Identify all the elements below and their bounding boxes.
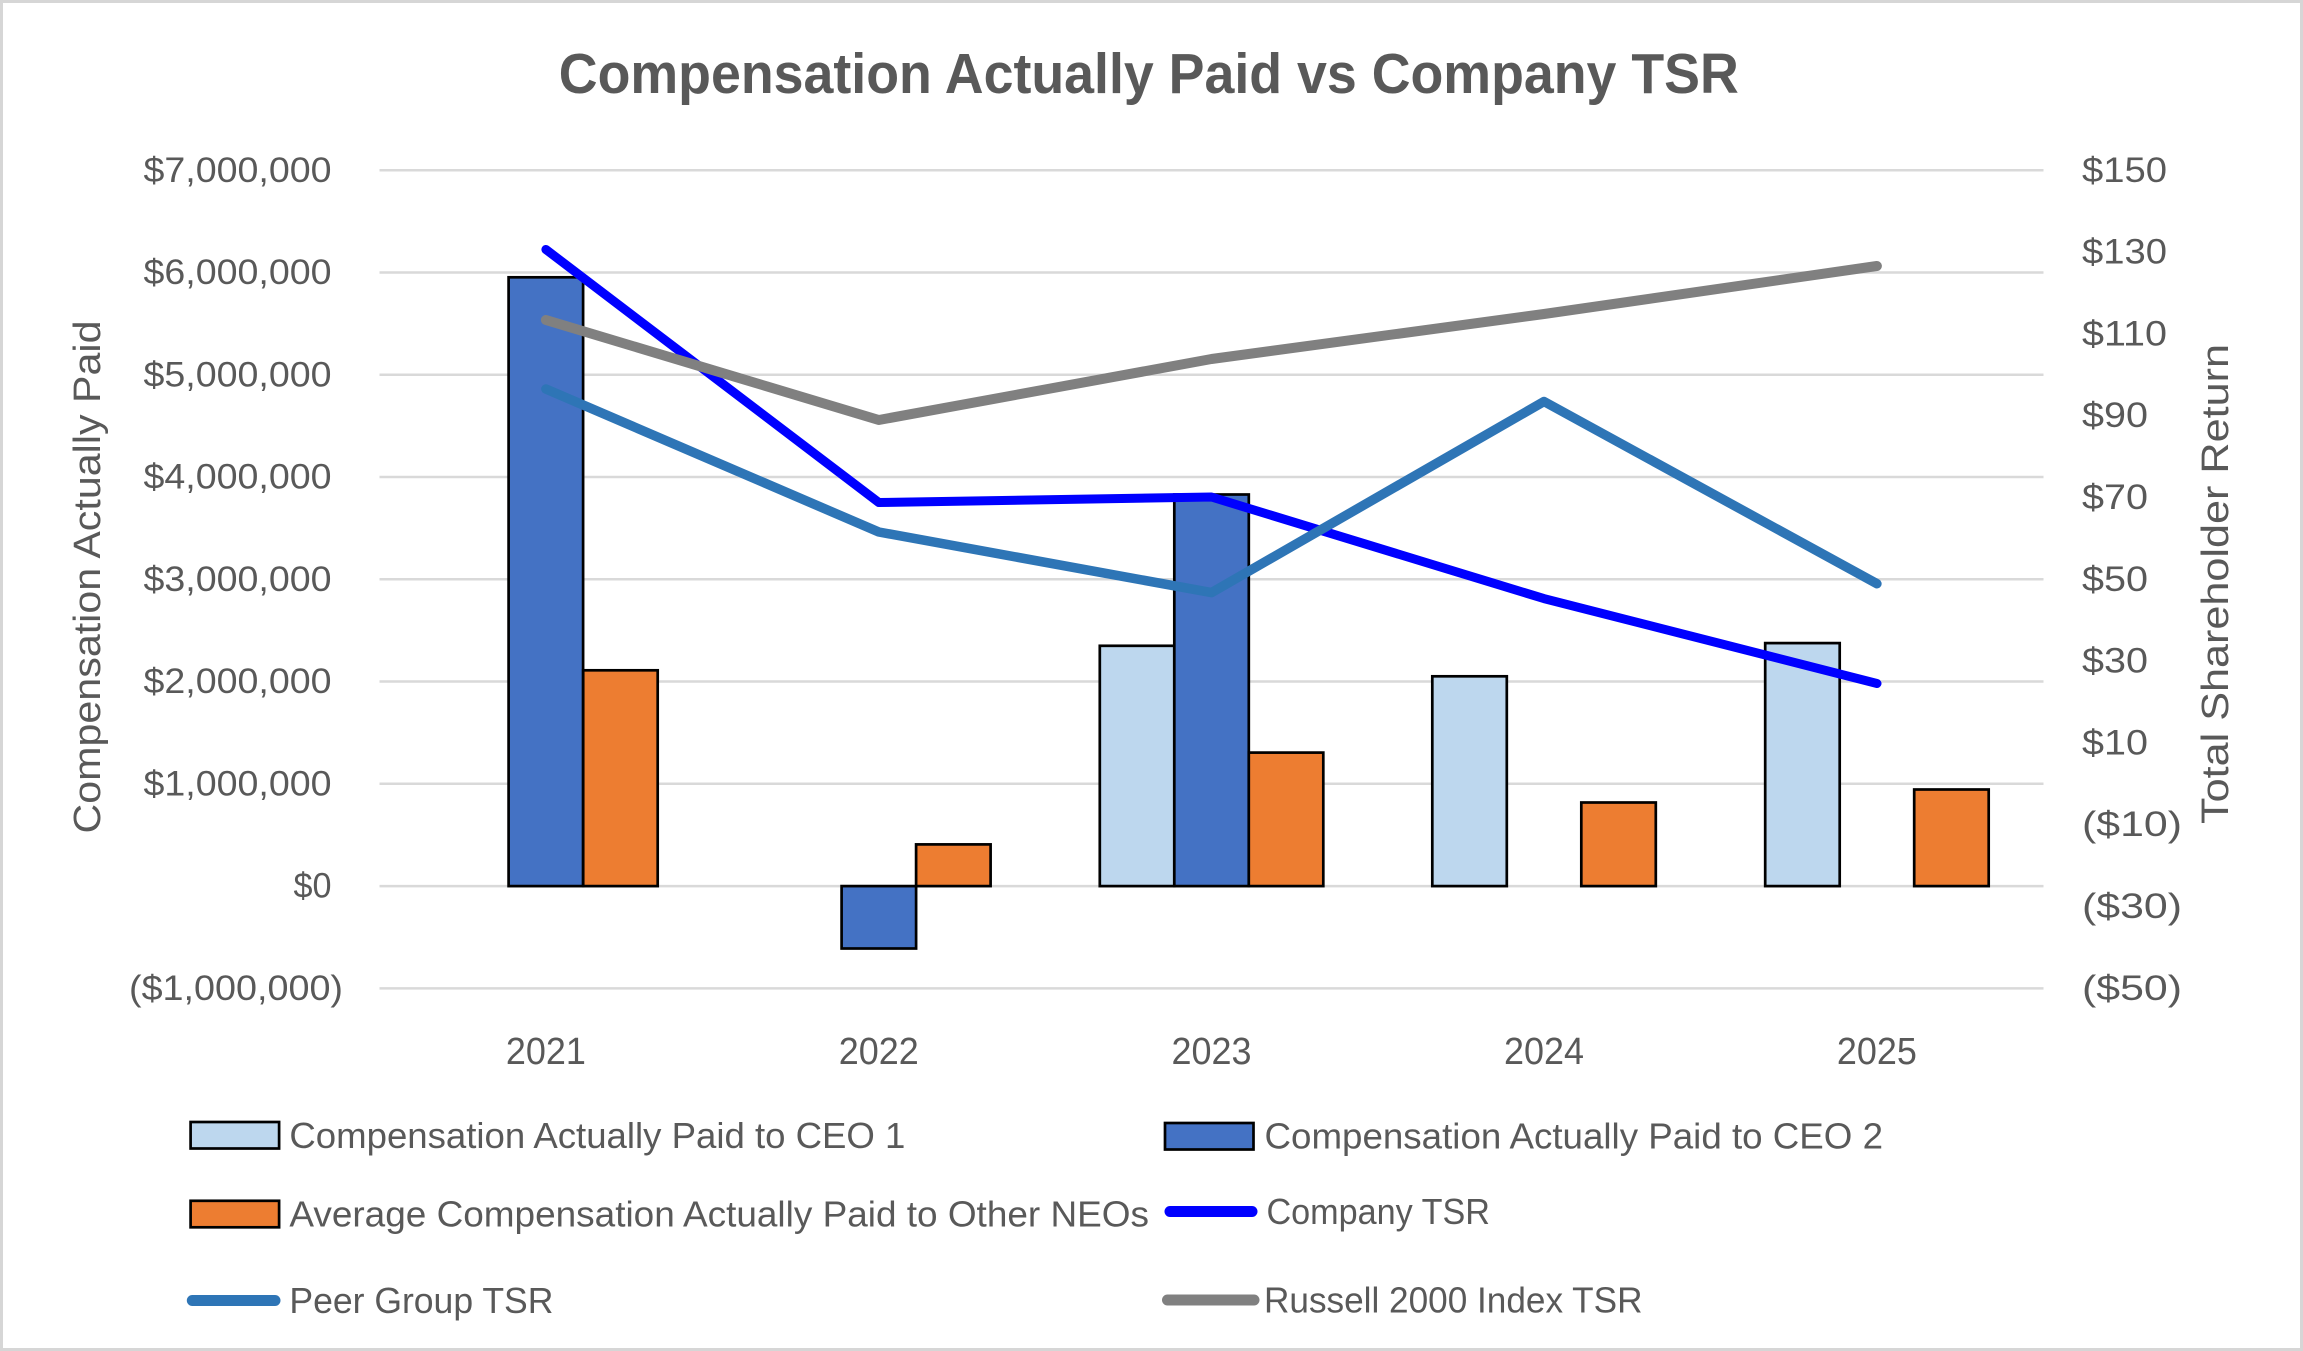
svg-text:Compensation Actually Paid to: Compensation Actually Paid to CEO 1 bbox=[289, 1115, 905, 1156]
svg-text:Russell 2000 Index TSR: Russell 2000 Index TSR bbox=[1264, 1280, 1643, 1321]
svg-text:($1,000,000): ($1,000,000) bbox=[129, 969, 343, 1008]
svg-text:$130: $130 bbox=[2082, 233, 2167, 272]
svg-text:2021: 2021 bbox=[506, 1031, 586, 1073]
svg-text:($50): ($50) bbox=[2082, 969, 2182, 1008]
svg-text:Average Compensation Actually: Average Compensation Actually Paid to Ot… bbox=[289, 1194, 1149, 1235]
svg-text:$30: $30 bbox=[2082, 642, 2148, 681]
svg-text:2025: 2025 bbox=[1837, 1031, 1917, 1073]
svg-text:$110: $110 bbox=[2082, 314, 2167, 353]
svg-text:($10): ($10) bbox=[2082, 805, 2182, 844]
svg-text:Compensation Actually Paid: Compensation Actually Paid bbox=[67, 321, 109, 834]
svg-text:Peer Group TSR: Peer Group TSR bbox=[289, 1280, 553, 1321]
svg-text:($30): ($30) bbox=[2082, 887, 2182, 926]
svg-text:2022: 2022 bbox=[839, 1031, 919, 1073]
svg-text:$0: $0 bbox=[294, 867, 332, 906]
svg-text:$90: $90 bbox=[2082, 396, 2148, 435]
svg-text:$4,000,000: $4,000,000 bbox=[144, 458, 332, 497]
svg-text:$1,000,000: $1,000,000 bbox=[144, 764, 332, 803]
svg-text:$3,000,000: $3,000,000 bbox=[144, 560, 332, 599]
svg-text:Compensation Actually Paid to: Compensation Actually Paid to CEO 2 bbox=[1265, 1116, 1884, 1157]
svg-text:$6,000,000: $6,000,000 bbox=[144, 253, 332, 292]
svg-text:$5,000,000: $5,000,000 bbox=[144, 355, 332, 394]
svg-text:$2,000,000: $2,000,000 bbox=[144, 662, 332, 701]
svg-text:$150: $150 bbox=[2082, 151, 2167, 190]
svg-text:2023: 2023 bbox=[1172, 1031, 1252, 1073]
svg-text:$70: $70 bbox=[2082, 478, 2148, 517]
svg-text:$50: $50 bbox=[2082, 560, 2148, 599]
svg-text:$10: $10 bbox=[2082, 723, 2148, 762]
svg-text:$7,000,000: $7,000,000 bbox=[144, 151, 332, 190]
svg-text:Total Shareholder Return: Total Shareholder Return bbox=[2195, 344, 2237, 824]
svg-text:Compensation Actually Paid vs: Compensation Actually Paid vs Company TS… bbox=[559, 42, 1739, 106]
svg-text:2024: 2024 bbox=[1504, 1031, 1584, 1073]
svg-text:Company TSR: Company TSR bbox=[1267, 1191, 1491, 1232]
